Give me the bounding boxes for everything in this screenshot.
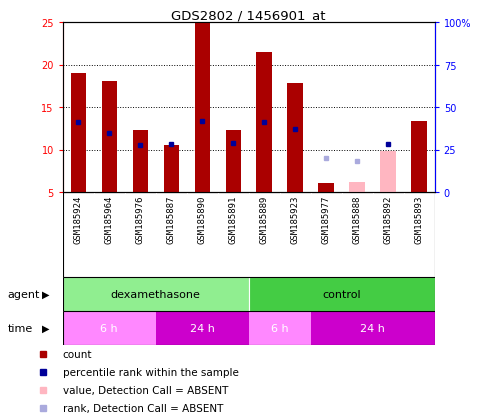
Text: GSM185964: GSM185964 [105,195,114,243]
Bar [71,74,86,192]
Text: control: control [323,289,361,299]
Bar [311,311,435,345]
Bar [350,183,365,192]
Text: GSM185977: GSM185977 [322,195,331,243]
Text: GSM185893: GSM185893 [415,195,424,243]
Text: GSM185887: GSM185887 [167,195,176,243]
Text: value, Detection Call = ABSENT: value, Detection Call = ABSENT [63,385,228,395]
Bar [156,311,249,345]
Bar [132,131,148,192]
Text: percentile rank within the sample: percentile rank within the sample [63,367,239,377]
Bar [164,146,179,192]
Text: dexamethasone: dexamethasone [111,289,201,299]
Text: ▶: ▶ [42,323,50,333]
Text: rank, Detection Call = ABSENT: rank, Detection Call = ABSENT [63,403,223,413]
Text: count: count [63,349,92,359]
Title: GDS2802 / 1456901_at: GDS2802 / 1456901_at [171,9,326,22]
Text: GSM185888: GSM185888 [353,195,362,243]
Bar [63,311,156,345]
Text: GSM185890: GSM185890 [198,195,207,243]
Text: GSM185892: GSM185892 [384,195,393,243]
Text: GSM185924: GSM185924 [74,195,83,243]
Text: 24 h: 24 h [190,323,215,333]
Text: 6 h: 6 h [271,323,288,333]
Bar [226,131,241,192]
Text: agent: agent [7,289,40,299]
Bar [256,52,272,192]
Bar [381,152,396,192]
Text: GSM185923: GSM185923 [291,195,300,243]
Text: GSM185976: GSM185976 [136,195,145,243]
Bar [63,277,249,311]
Text: 6 h: 6 h [100,323,118,333]
Bar [101,81,117,192]
Text: time: time [7,323,32,333]
Bar [412,122,427,192]
Bar [249,277,435,311]
Bar [287,84,303,192]
Text: GSM185891: GSM185891 [229,195,238,243]
Bar [195,23,210,192]
Bar [249,311,311,345]
Text: GSM185889: GSM185889 [260,195,269,243]
Text: 24 h: 24 h [360,323,385,333]
Text: ▶: ▶ [42,289,50,299]
Bar [318,183,334,192]
